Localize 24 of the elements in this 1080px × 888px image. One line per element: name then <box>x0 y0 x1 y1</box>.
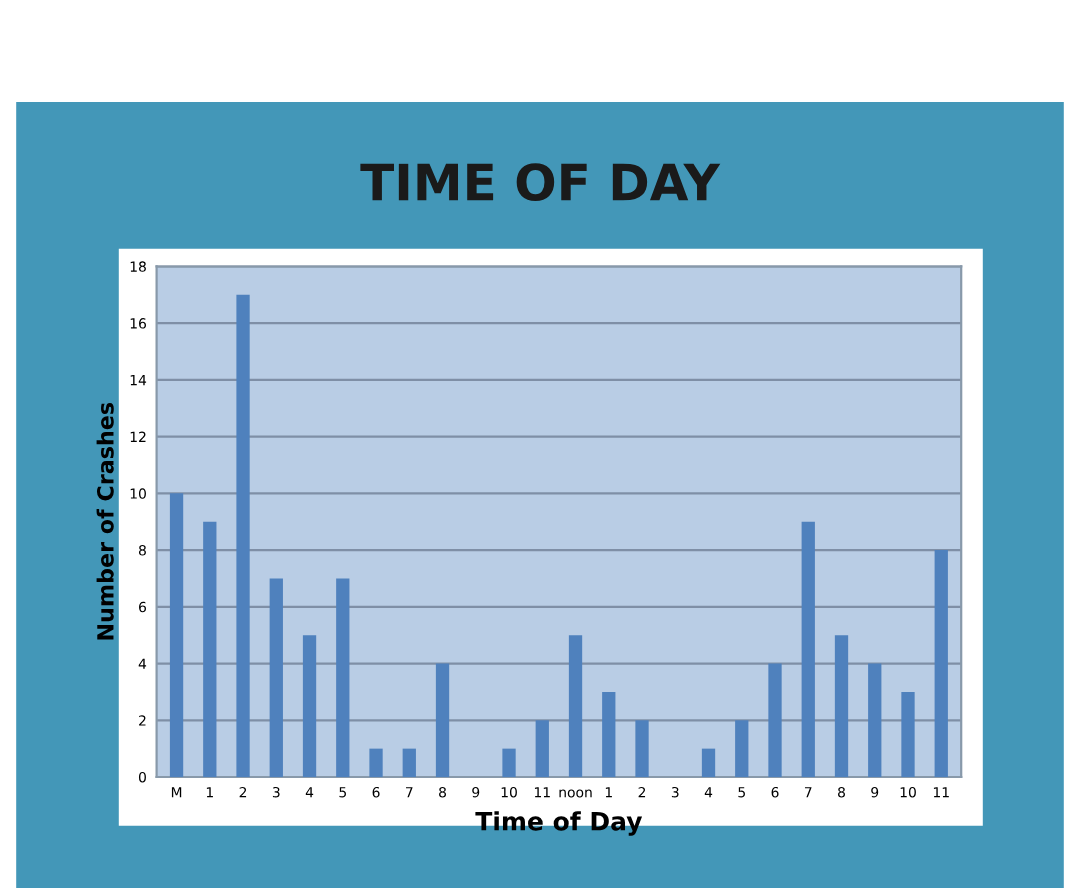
bar <box>535 720 549 777</box>
bar <box>834 635 849 777</box>
chart-title: TIME OF DAY <box>360 163 721 201</box>
bar <box>934 550 948 777</box>
bar <box>435 663 450 777</box>
bar <box>302 635 317 777</box>
bar <box>269 578 283 777</box>
bar <box>369 748 383 777</box>
bar <box>768 663 782 777</box>
y-axis-title: Number of Crashes <box>96 402 114 640</box>
bar <box>502 748 516 777</box>
bar <box>635 720 649 777</box>
bar <box>901 691 915 777</box>
bar <box>336 578 350 777</box>
bar <box>169 493 184 777</box>
bar <box>236 294 250 777</box>
bar <box>568 635 583 777</box>
bar <box>402 748 416 777</box>
bar <box>801 521 815 777</box>
bar <box>602 691 616 777</box>
bar <box>203 521 217 777</box>
bar <box>868 663 882 777</box>
bar <box>701 748 716 777</box>
bar <box>735 720 749 777</box>
